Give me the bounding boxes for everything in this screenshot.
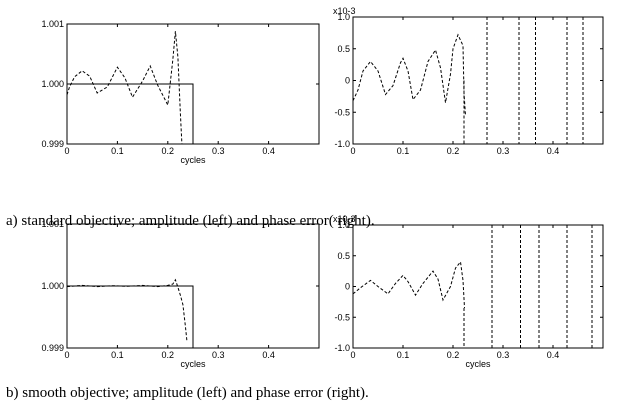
x-tick-label: 0 bbox=[350, 146, 355, 156]
y-exponent-label: x10-3 bbox=[333, 214, 356, 224]
y-tick-label: 1.000 bbox=[41, 79, 64, 89]
plot-frame bbox=[352, 224, 604, 349]
y-tick-label: -1.0 bbox=[334, 343, 350, 353]
chart-b-left: 0 0.1 0.2 0.3 0.4 0.999 1.000 1.001 cycles bbox=[41, 219, 320, 369]
series-line-0 bbox=[67, 285, 194, 348]
chart-a-left: 0 0.1 0.2 0.3 0.4 0.999 1.000 1.001 cycles bbox=[41, 19, 320, 165]
y-tick-label: 0.999 bbox=[41, 343, 64, 353]
x-tick-label: 0 bbox=[64, 146, 69, 156]
plot-frame bbox=[352, 16, 604, 145]
x-tick-label: 0.2 bbox=[162, 350, 175, 360]
x-axis-label: cycles bbox=[180, 359, 206, 369]
y-tick-label: 1.001 bbox=[41, 19, 64, 29]
x-tick-label: 0.2 bbox=[162, 146, 175, 156]
y-tick-label: 0.5 bbox=[337, 44, 350, 54]
x-tick-label: 0.1 bbox=[111, 350, 124, 360]
x-tick-label: 0.3 bbox=[497, 146, 510, 156]
y-exponent-label: x10-3 bbox=[333, 6, 356, 16]
series-line-0 bbox=[67, 83, 194, 144]
x-tick-label: 0 bbox=[64, 350, 69, 360]
y-tick-label: -1.0 bbox=[334, 139, 350, 149]
x-tick-label: 0.3 bbox=[212, 146, 225, 156]
x-tick-label: 0.1 bbox=[397, 146, 410, 156]
x-tick-label: 0.4 bbox=[547, 146, 560, 156]
y-tick-label: 0 bbox=[345, 76, 350, 86]
x-axis-label: cycles bbox=[465, 359, 491, 369]
chart-b-right: 0 0.1 0.2 0.3 0.4 -1.0 -0.5 0 0.5 1.0 cycles x10-3 bbox=[333, 214, 604, 369]
caption-a: a) standard objective; amplitude (left) … bbox=[6, 213, 375, 229]
series-line-0 bbox=[352, 33, 466, 116]
x-tick-label: 0.2 bbox=[447, 146, 460, 156]
x-tick-label: 0.4 bbox=[262, 146, 275, 156]
x-tick-label: 0 bbox=[350, 350, 355, 360]
y-tick-label: 1.0 bbox=[337, 12, 350, 22]
y-tick-label: -0.5 bbox=[334, 107, 350, 117]
x-tick-label: 0.2 bbox=[447, 350, 460, 360]
caption-b: b) smooth objective; amplitude (left) an… bbox=[6, 385, 369, 401]
y-tick-label: 1.000 bbox=[41, 281, 64, 291]
x-tick-label: 0.4 bbox=[547, 350, 560, 360]
series-line-1 bbox=[66, 31, 183, 145]
series-line-0 bbox=[352, 260, 465, 309]
x-tick-label: 0.4 bbox=[262, 350, 275, 360]
x-tick-label: 0.3 bbox=[212, 350, 225, 360]
series-line-1 bbox=[66, 278, 188, 342]
x-tick-label: 0.3 bbox=[497, 350, 510, 360]
x-tick-label: 0.1 bbox=[397, 350, 410, 360]
x-tick-label: 0.1 bbox=[111, 146, 124, 156]
y-tick-label: 1.0 bbox=[337, 220, 350, 230]
y-tick-label: -0.5 bbox=[334, 312, 350, 322]
y-tick-label: 0 bbox=[345, 282, 350, 292]
y-tick-label: 1.001 bbox=[41, 219, 64, 229]
x-axis-label: cycles bbox=[180, 155, 206, 165]
y-tick-label: 0.5 bbox=[337, 251, 350, 261]
y-tick-label: 0.999 bbox=[41, 139, 64, 149]
